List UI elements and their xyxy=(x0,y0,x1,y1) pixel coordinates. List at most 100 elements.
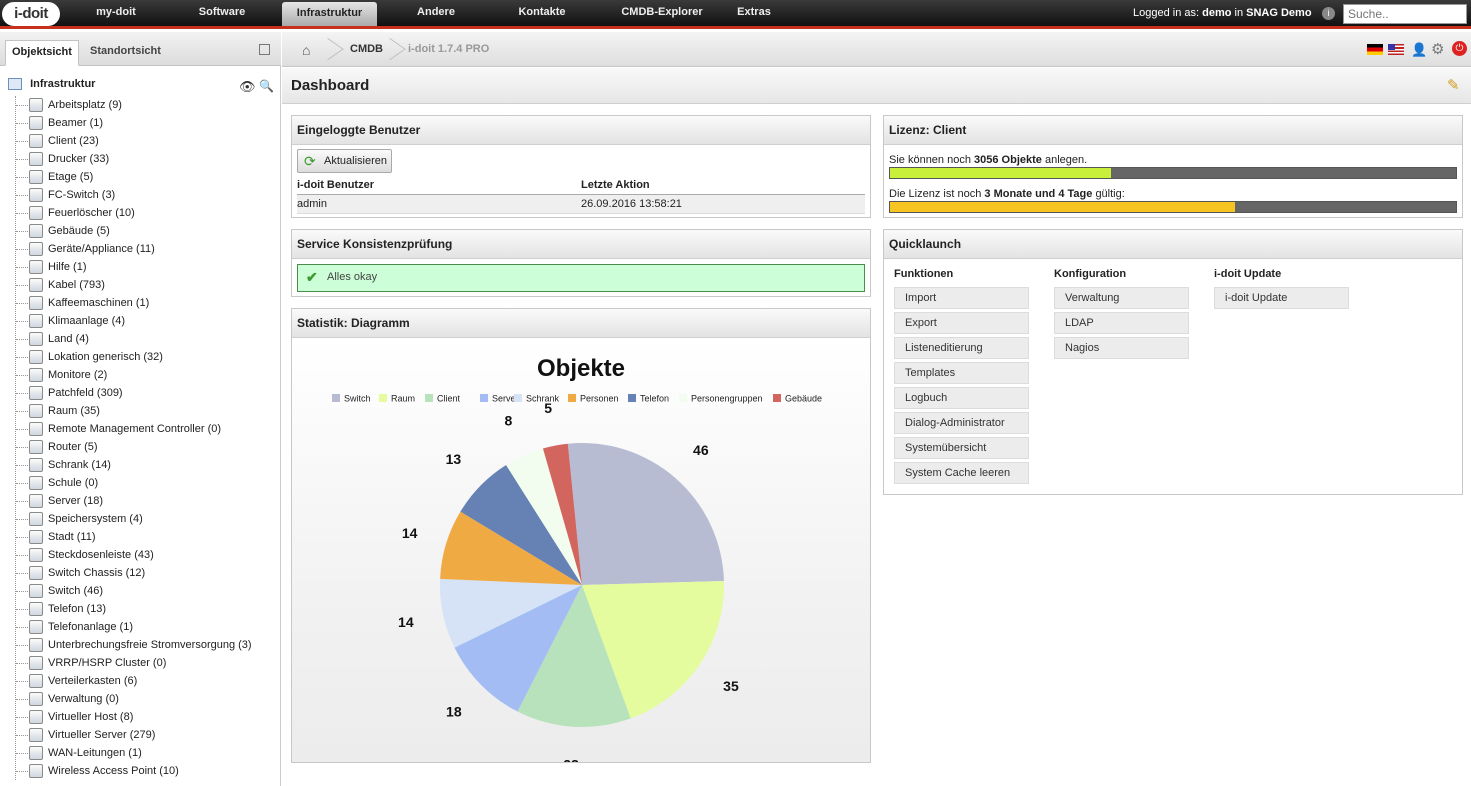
nav-andere[interactable]: Andere xyxy=(417,6,455,18)
table-row[interactable]: admin 26.09.2016 13:58:21 xyxy=(297,194,865,214)
pie-slice[interactable] xyxy=(582,580,724,719)
quicklaunch-link[interactable]: Nagios xyxy=(1054,337,1189,359)
tree-item[interactable]: Patchfeld (309) xyxy=(16,384,275,402)
chart-legend: Switch Raum Client Server Schrank Personen Tel… xyxy=(332,394,822,404)
tree-item[interactable]: Schule (0) xyxy=(16,474,275,492)
search-input[interactable] xyxy=(1343,4,1467,24)
tree-item[interactable]: Telefon (13) xyxy=(16,600,275,618)
quicklaunch-link[interactable]: Logbuch xyxy=(894,387,1029,409)
pie-slice[interactable] xyxy=(506,448,582,585)
power-icon[interactable]: ⏻ xyxy=(1452,41,1467,56)
quicklaunch-link[interactable]: Verwaltung xyxy=(1054,287,1189,309)
tree-item[interactable]: Client (23) xyxy=(16,132,275,150)
license-objects-bar-fill xyxy=(890,168,1111,178)
tree-item[interactable]: Etage (5) xyxy=(16,168,275,186)
tree-item[interactable]: Schrank (14) xyxy=(16,456,275,474)
info-icon[interactable]: i xyxy=(1322,7,1335,20)
tree-item[interactable]: Kabel (793) xyxy=(16,276,275,294)
tree-item[interactable]: Beamer (1) xyxy=(16,114,275,132)
quicklaunch-link[interactable]: i-doit Update xyxy=(1214,287,1349,309)
gear-icon[interactable]: ⚙ xyxy=(1431,41,1445,58)
tree-item[interactable]: Switch (46) xyxy=(16,582,275,600)
tab-standortsicht[interactable]: Standortsicht xyxy=(90,45,161,57)
tree-item[interactable]: Verteilerkasten (6) xyxy=(16,672,275,690)
object-type-icon xyxy=(29,260,43,274)
pencil-icon[interactable]: ✎ xyxy=(1447,77,1460,94)
tree-root[interactable]: Infrastruktur xyxy=(8,78,95,94)
legend-label: Schrank xyxy=(526,394,560,404)
tree-item[interactable]: WAN-Leitungen (1) xyxy=(16,744,275,762)
pie-slice[interactable] xyxy=(460,464,582,585)
tree-item[interactable]: Speichersystem (4) xyxy=(16,510,275,528)
magnifier-icon[interactable]: 🔍 xyxy=(259,79,274,93)
tree-item[interactable]: Klimaanlage (4) xyxy=(16,312,275,330)
refresh-label: Aktualisieren xyxy=(324,155,387,167)
tree-item[interactable]: Telefonanlage (1) xyxy=(16,618,275,636)
tree-item[interactable]: Switch Chassis (12) xyxy=(16,564,275,582)
tree-item[interactable]: Lokation generisch (32) xyxy=(16,348,275,366)
tree-item[interactable]: Hilfe (1) xyxy=(16,258,275,276)
breadcrumb-cmdb[interactable]: CMDB xyxy=(350,43,383,55)
tab-objektsicht[interactable]: Objektsicht xyxy=(5,40,79,66)
nav-infrastruktur[interactable]: Infrastruktur xyxy=(282,2,377,26)
pie-slice[interactable] xyxy=(440,578,582,648)
idoit-logo[interactable]: i-doit xyxy=(2,2,60,26)
tree-item[interactable]: Verwaltung (0) xyxy=(16,690,275,708)
refresh-button[interactable]: ⟳ Aktualisieren xyxy=(297,149,392,173)
login-info: Logged in as: demo in SNAG Demo xyxy=(1133,7,1312,19)
tree-item[interactable]: Router (5) xyxy=(16,438,275,456)
quicklaunch-link[interactable]: Dialog-Administrator xyxy=(894,412,1029,434)
column-header: i-doit Benutzer xyxy=(297,176,581,195)
pie-slice[interactable] xyxy=(454,585,582,712)
tree-item[interactable]: Geräte/Appliance (11) xyxy=(16,240,275,258)
nav-extras[interactable]: Extras xyxy=(737,6,771,18)
tree-item[interactable]: Feuerlöscher (10) xyxy=(16,204,275,222)
tree-item[interactable]: FC-Switch (3) xyxy=(16,186,275,204)
tree-item[interactable]: Remote Management Controller (0) xyxy=(16,420,275,438)
tree-item[interactable]: Kaffeemaschinen (1) xyxy=(16,294,275,312)
quicklaunch-link[interactable]: Export xyxy=(894,312,1029,334)
pie-slice[interactable] xyxy=(440,511,582,585)
german-flag-icon[interactable] xyxy=(1367,44,1383,55)
home-icon[interactable]: ⌂ xyxy=(302,42,311,58)
user-icon[interactable]: 👤 xyxy=(1411,42,1428,57)
object-type-icon xyxy=(29,296,43,310)
tree-item-label: Virtueller Server (279) xyxy=(48,729,156,741)
tree-item[interactable]: VRRP/HSRP Cluster (0) xyxy=(16,654,275,672)
us-flag-icon[interactable] xyxy=(1388,44,1404,55)
tree-item[interactable]: Stadt (11) xyxy=(16,528,275,546)
quicklaunch-link[interactable]: Listeneditierung xyxy=(894,337,1029,359)
tree-item[interactable]: Virtueller Host (8) xyxy=(16,708,275,726)
tree-item-label: Lokation generisch (32) xyxy=(48,351,163,363)
nav-my-doit[interactable]: my-doit xyxy=(96,6,136,18)
quicklaunch-link[interactable]: Templates xyxy=(894,362,1029,384)
nav-software[interactable]: Software xyxy=(198,6,246,18)
tree-item[interactable]: Wireless Access Point (10) xyxy=(16,762,275,780)
tree-item[interactable]: Monitore (2) xyxy=(16,366,275,384)
nav-kontakte[interactable]: Kontakte xyxy=(518,6,566,18)
tree-item[interactable]: Land (4) xyxy=(16,330,275,348)
object-type-icon xyxy=(29,674,43,688)
breadcrumb-separator xyxy=(328,34,342,65)
pie-slice[interactable] xyxy=(517,585,631,727)
tree-item[interactable]: Drucker (33) xyxy=(16,150,275,168)
detach-icon[interactable] xyxy=(259,44,270,55)
nav-cmdb-explorer[interactable]: CMDB-Explorer xyxy=(621,6,703,18)
quicklaunch-link[interactable]: Systemübersicht xyxy=(894,437,1029,459)
pie-slice[interactable] xyxy=(542,443,582,585)
quicklaunch-link[interactable]: LDAP xyxy=(1054,312,1189,334)
tree-item[interactable]: Arbeitsplatz (9) xyxy=(16,96,275,114)
tree-item[interactable]: Gebäude (5) xyxy=(16,222,275,240)
tree-item[interactable]: Unterbrechungsfreie Stromversorgung (3) xyxy=(16,636,275,654)
tree-item-label: Telefon (13) xyxy=(48,603,107,615)
left-panel-tabs: Objektsicht Standortsicht xyxy=(0,32,281,66)
quicklaunch-link[interactable]: Import xyxy=(894,287,1029,309)
eye-icon[interactable]: 👁 xyxy=(239,79,256,94)
quicklaunch-link[interactable]: System Cache leeren xyxy=(894,462,1029,484)
tree-item[interactable]: Virtueller Server (279) xyxy=(16,726,275,744)
tree-item[interactable]: Raum (35) xyxy=(16,402,275,420)
tree-item[interactable]: Server (18) xyxy=(16,492,275,510)
pie-slice[interactable] xyxy=(567,443,724,585)
object-type-icon xyxy=(29,98,43,112)
tree-item[interactable]: Steckdosenleiste (43) xyxy=(16,546,275,564)
